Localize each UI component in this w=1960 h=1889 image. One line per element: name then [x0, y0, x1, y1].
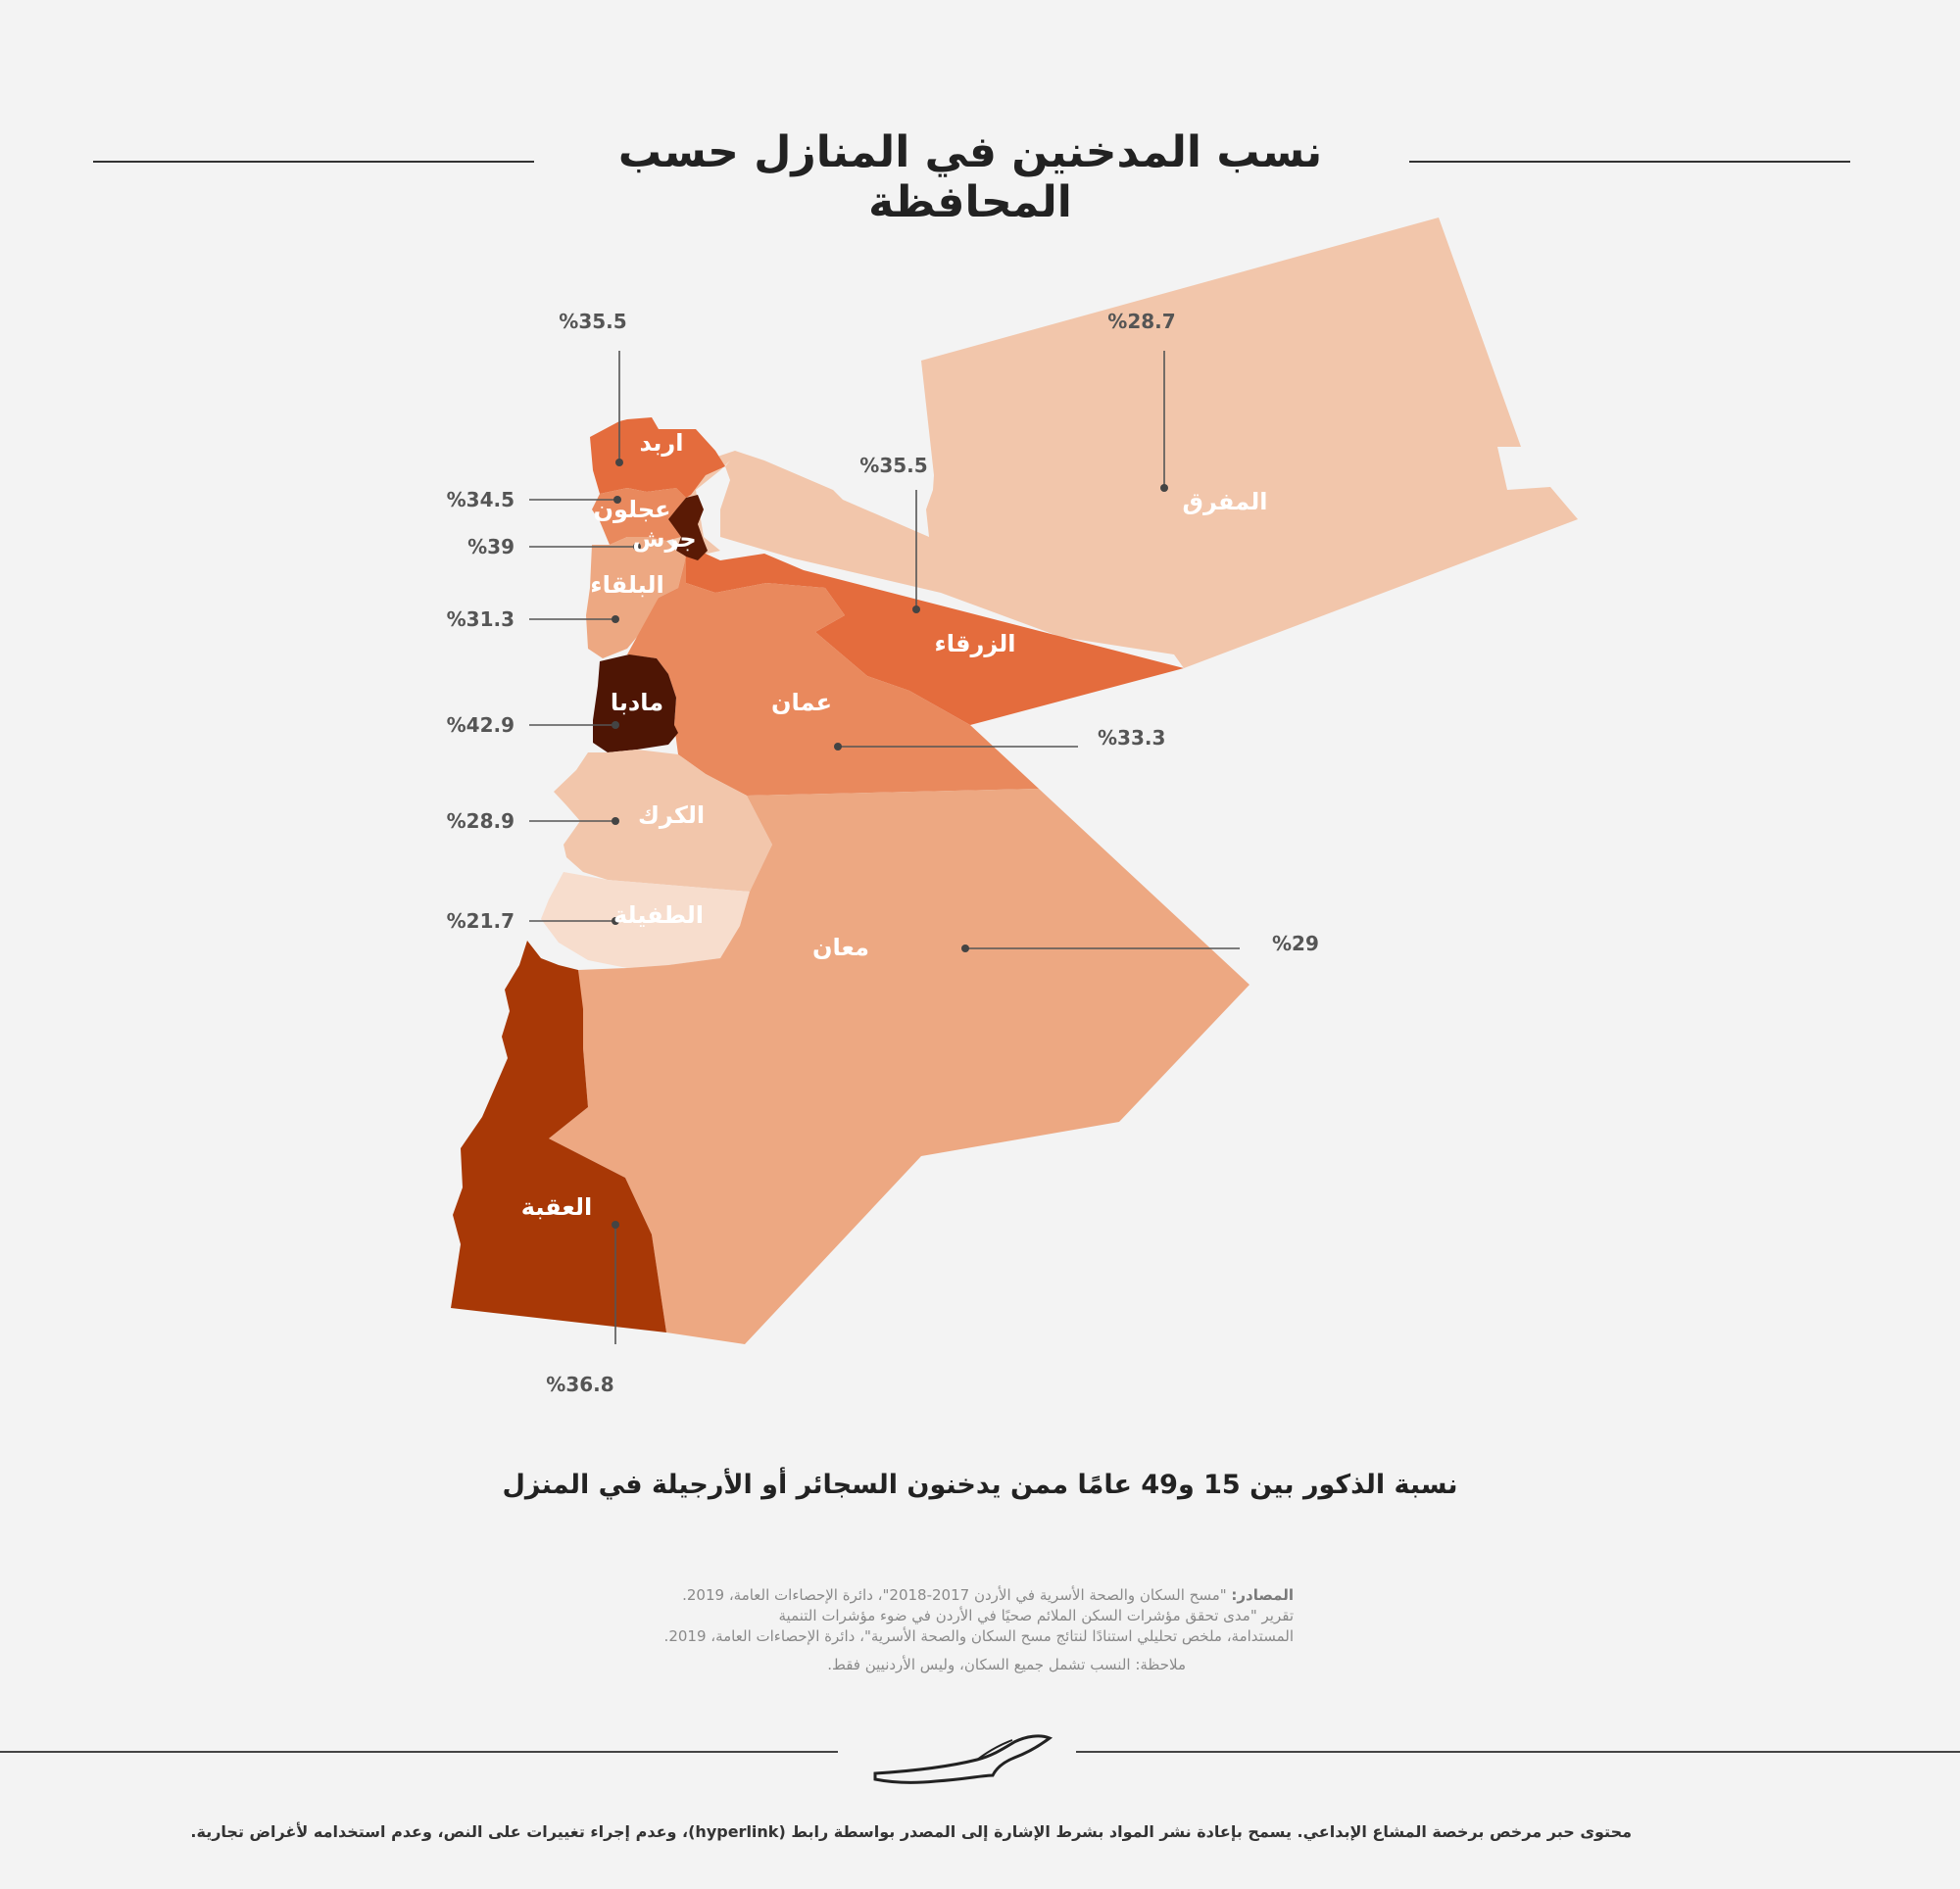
marker-dot-ajloun — [613, 496, 621, 504]
region-amman[interactable] — [627, 557, 1039, 796]
jordan-governorates-map: اربد %35.5 عجلون %34.5 جرش %39 البلقاء %31.3 ماد… — [447, 218, 1578, 1396]
region-name-ajloun: عجلون — [593, 496, 670, 523]
region-value-madaba: %42.9 — [447, 713, 514, 737]
region-value-maan: %29 — [1272, 932, 1319, 955]
region-jerash[interactable] — [668, 495, 708, 560]
region-name-maan: معان — [812, 934, 869, 961]
marker-dot-mafraq — [1160, 484, 1168, 492]
map-subtitle: نسبة الذكور بين 15 و49 عامًا ممن يدخنون … — [502, 1470, 1458, 1500]
source-line-1: "مسح السكان والصحة الأسرية في الأردن 201… — [682, 1586, 1227, 1604]
hibr-logo — [873, 1734, 1054, 1784]
source-line-3: المستدامة، ملخص تحليلي استنادًا لنتائج م… — [663, 1627, 1294, 1645]
region-name-tafilah: الطفيلة — [613, 901, 704, 929]
region-mafraq[interactable] — [657, 218, 1578, 668]
region-balqa[interactable] — [586, 537, 686, 658]
marker-dot-aqaba — [612, 1221, 619, 1229]
marker-dot-tafilah — [612, 917, 619, 925]
note-text: ملاحظة: النسب تشمل جميع السكان، وليس الأ… — [827, 1656, 1186, 1673]
sources-block: المصادر: "مسح السكان والصحة الأسرية في ا… — [549, 1585, 1294, 1647]
footer-divider-left — [0, 1751, 838, 1753]
marker-dot-karak — [612, 817, 619, 825]
page-title: نسب المدخنين في المنازل حسب المحافظة — [617, 127, 1323, 227]
marker-dot-zarqa — [912, 605, 920, 613]
region-value-jerash: %39 — [467, 535, 514, 558]
region-name-aqaba: العقبة — [521, 1193, 592, 1221]
region-name-amman: عمان — [771, 689, 832, 716]
region-value-ajloun: %34.5 — [447, 488, 514, 511]
region-irbid[interactable] — [590, 417, 725, 498]
region-value-amman: %33.3 — [1098, 726, 1165, 750]
region-tafilah[interactable] — [541, 872, 750, 968]
region-name-madaba: مادبا — [611, 689, 663, 716]
sources-label: المصادر: — [1231, 1586, 1294, 1604]
region-maan[interactable] — [549, 789, 1250, 1344]
license-text: محتوى حبر مرخص برخصة المشاع الإبداعي. يس… — [190, 1822, 1632, 1841]
region-karak[interactable] — [554, 750, 772, 892]
region-name-jerash: جرش — [632, 525, 696, 553]
region-name-mafraq: المفرق — [1183, 488, 1268, 515]
region-value-karak: %28.9 — [447, 809, 514, 833]
region-value-tafilah: %21.7 — [447, 909, 514, 933]
marker-dot-maan — [961, 944, 969, 952]
region-name-zarqa: الزرقاء — [935, 630, 1016, 657]
title-divider-left — [93, 161, 534, 163]
map-labels: اربد %35.5 عجلون %34.5 جرش %39 البلقاء %31.3 ماد… — [447, 310, 1319, 1396]
marker-dot-balqa — [612, 615, 619, 623]
region-zarqa[interactable] — [684, 544, 1184, 725]
marker-dot-irbid — [615, 459, 623, 466]
source-line-2: تقرير "مدى تحقق مؤشرات السكن الملائم صحي… — [778, 1607, 1294, 1624]
title-divider-right — [1409, 161, 1850, 163]
region-value-mafraq: %28.7 — [1107, 310, 1175, 333]
region-name-irbid: اربد — [640, 429, 684, 457]
region-aqaba[interactable] — [451, 941, 666, 1332]
marker-dot-madaba — [612, 721, 619, 729]
region-value-zarqa: %35.5 — [859, 454, 927, 477]
region-value-aqaba: %36.8 — [546, 1373, 613, 1396]
marker-dot-jerash — [633, 543, 641, 551]
region-name-balqa: البلقاء — [590, 571, 663, 599]
region-name-karak: الكرك — [638, 801, 705, 829]
title-row: نسب المدخنين في المنازل حسب المحافظة — [0, 127, 1960, 227]
footer-divider-right — [1076, 1751, 1960, 1753]
marker-dot-amman — [834, 743, 842, 751]
region-value-balqa: %31.3 — [447, 607, 514, 631]
region-value-irbid: %35.5 — [559, 310, 626, 333]
